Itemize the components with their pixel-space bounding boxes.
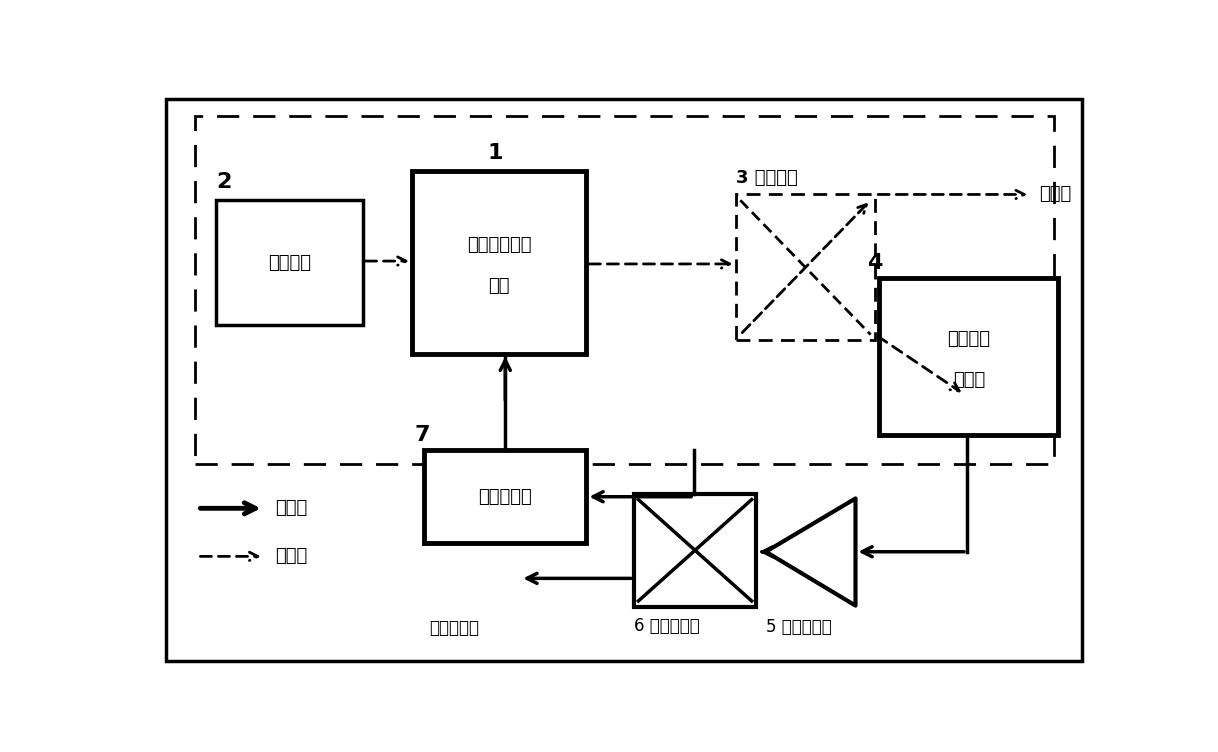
- Text: 射频电信号: 射频电信号: [429, 619, 480, 637]
- Text: 光信号: 光信号: [275, 547, 307, 566]
- Bar: [217, 200, 363, 325]
- Bar: [633, 494, 756, 607]
- Text: 1: 1: [487, 143, 503, 162]
- Text: 5 射频放大器: 5 射频放大器: [766, 618, 832, 636]
- Bar: [195, 117, 1054, 464]
- Text: 光信号: 光信号: [1040, 186, 1072, 204]
- Bar: [736, 195, 876, 341]
- Text: 回音壁模式激: 回音壁模式激: [466, 236, 531, 254]
- Text: 2: 2: [217, 172, 231, 193]
- Text: 高速光电: 高速光电: [948, 330, 990, 348]
- Text: 射频滤波器: 射频滤波器: [479, 488, 532, 506]
- Text: 7: 7: [414, 425, 430, 444]
- Text: 光器: 光器: [488, 277, 510, 295]
- Bar: [424, 450, 587, 543]
- Text: 6 射频耦合器: 6 射频耦合器: [633, 617, 699, 635]
- Text: 4: 4: [867, 253, 882, 273]
- Bar: [412, 171, 587, 353]
- Text: 3 光分束器: 3 光分束器: [736, 169, 798, 187]
- Bar: [879, 278, 1058, 435]
- Text: 电信号: 电信号: [275, 499, 307, 517]
- Text: 主激光器: 主激光器: [268, 253, 311, 271]
- Text: 探测器: 探测器: [952, 371, 985, 389]
